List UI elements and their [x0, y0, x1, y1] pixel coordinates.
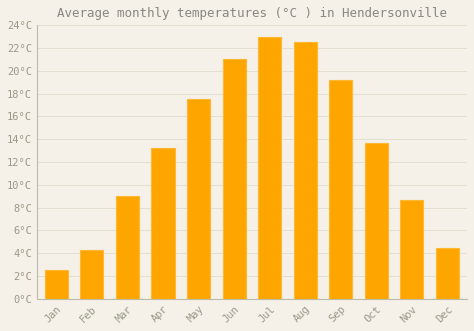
Bar: [187, 99, 210, 299]
Bar: [294, 42, 317, 299]
Bar: [436, 248, 459, 299]
Bar: [329, 80, 352, 299]
Bar: [258, 37, 281, 299]
Bar: [152, 148, 174, 299]
Bar: [81, 250, 103, 299]
Bar: [45, 270, 68, 299]
Bar: [365, 143, 388, 299]
Bar: [116, 196, 139, 299]
Title: Average monthly temperatures (°C ) in Hendersonville: Average monthly temperatures (°C ) in He…: [57, 7, 447, 20]
Bar: [223, 60, 246, 299]
Bar: [401, 200, 423, 299]
